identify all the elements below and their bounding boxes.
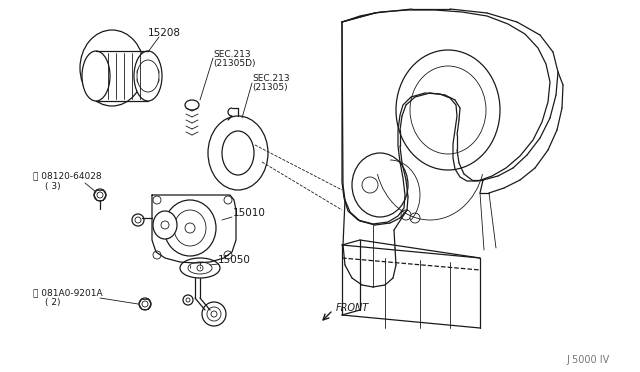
- Circle shape: [186, 298, 190, 302]
- Text: (21305D): (21305D): [213, 58, 255, 67]
- Ellipse shape: [137, 60, 159, 92]
- Circle shape: [401, 210, 411, 220]
- Text: (21305): (21305): [252, 83, 287, 92]
- Circle shape: [207, 307, 221, 321]
- Circle shape: [197, 265, 203, 271]
- Ellipse shape: [134, 51, 162, 101]
- Circle shape: [137, 76, 145, 84]
- Ellipse shape: [174, 210, 206, 246]
- Circle shape: [185, 223, 195, 233]
- Ellipse shape: [80, 30, 144, 106]
- Text: 15208: 15208: [148, 28, 181, 38]
- Text: FRONT: FRONT: [336, 303, 369, 313]
- Circle shape: [143, 71, 153, 81]
- Circle shape: [94, 189, 106, 201]
- Ellipse shape: [185, 100, 199, 110]
- Circle shape: [137, 68, 145, 76]
- Circle shape: [211, 311, 217, 317]
- Circle shape: [161, 221, 169, 229]
- Circle shape: [139, 298, 151, 310]
- Text: 15010: 15010: [233, 208, 266, 218]
- Ellipse shape: [208, 116, 268, 190]
- Text: 15050: 15050: [218, 255, 251, 265]
- Ellipse shape: [396, 50, 500, 170]
- Circle shape: [224, 251, 232, 259]
- Text: SEC.213: SEC.213: [252, 74, 290, 83]
- Ellipse shape: [82, 51, 110, 101]
- Text: J 5000 IV: J 5000 IV: [567, 355, 610, 365]
- Circle shape: [143, 63, 153, 73]
- Circle shape: [151, 68, 159, 76]
- Circle shape: [362, 177, 378, 193]
- Circle shape: [153, 196, 161, 204]
- Circle shape: [151, 76, 159, 84]
- Circle shape: [224, 196, 232, 204]
- Text: SEC.213: SEC.213: [213, 49, 251, 58]
- Text: ( 3): ( 3): [45, 182, 61, 190]
- Ellipse shape: [352, 153, 408, 217]
- Circle shape: [153, 251, 161, 259]
- Circle shape: [132, 214, 144, 226]
- Circle shape: [410, 213, 420, 223]
- Text: Ⓑ 081A0-9201A: Ⓑ 081A0-9201A: [33, 289, 102, 298]
- Ellipse shape: [188, 262, 212, 274]
- Circle shape: [135, 217, 141, 223]
- Circle shape: [183, 295, 193, 305]
- Ellipse shape: [222, 131, 254, 175]
- Circle shape: [143, 79, 153, 89]
- Text: Ⓑ 08120-64028: Ⓑ 08120-64028: [33, 171, 102, 180]
- Ellipse shape: [153, 211, 177, 239]
- Ellipse shape: [164, 200, 216, 256]
- Circle shape: [202, 302, 226, 326]
- Ellipse shape: [180, 258, 220, 278]
- Text: ( 2): ( 2): [45, 298, 61, 308]
- Circle shape: [142, 301, 148, 307]
- Circle shape: [97, 192, 103, 198]
- Ellipse shape: [410, 66, 486, 154]
